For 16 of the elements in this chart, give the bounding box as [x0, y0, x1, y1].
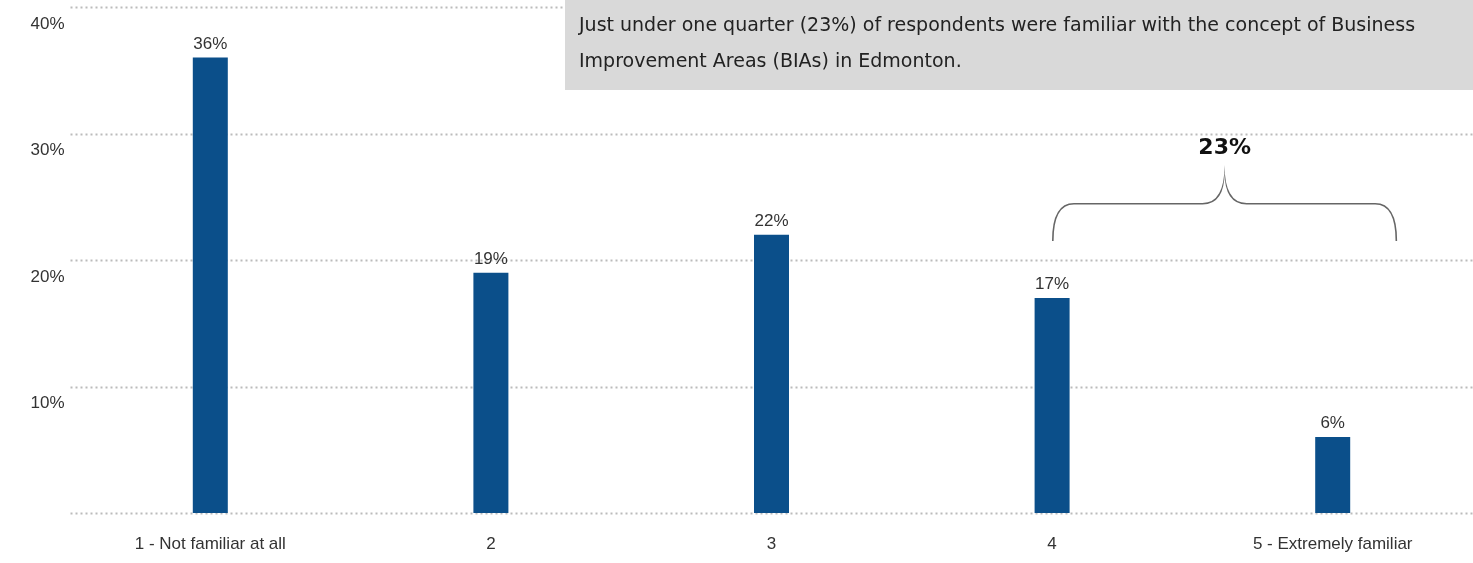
x-tick-label: 4 [1047, 533, 1057, 553]
data-label: 17% [1035, 273, 1070, 293]
annotation: 23% [1198, 134, 1251, 160]
x-tick-label: 5 - Extremely familiar [1252, 533, 1413, 553]
callout-box: Just under one quarter (23%) of respondents were familiar with the concept of Business Improvement Areas (BIAs) in Edmonton. [565, 0, 1473, 90]
data-label: 36% [193, 33, 228, 53]
data-label: 6% [1320, 413, 1345, 433]
data-label: 22% [754, 210, 789, 230]
x-tick-label: 2 [486, 533, 496, 553]
y-tick-label: 10% [30, 393, 65, 412]
y-tick-label: 40% [30, 13, 65, 33]
y-tick-label: 20% [30, 266, 65, 286]
x-tick-label: 1 - Not familiar at all [134, 533, 286, 553]
x-tick-label: 3 [766, 533, 777, 553]
data-label: 19% [473, 248, 508, 268]
y-tick-label: 30% [30, 140, 65, 159]
